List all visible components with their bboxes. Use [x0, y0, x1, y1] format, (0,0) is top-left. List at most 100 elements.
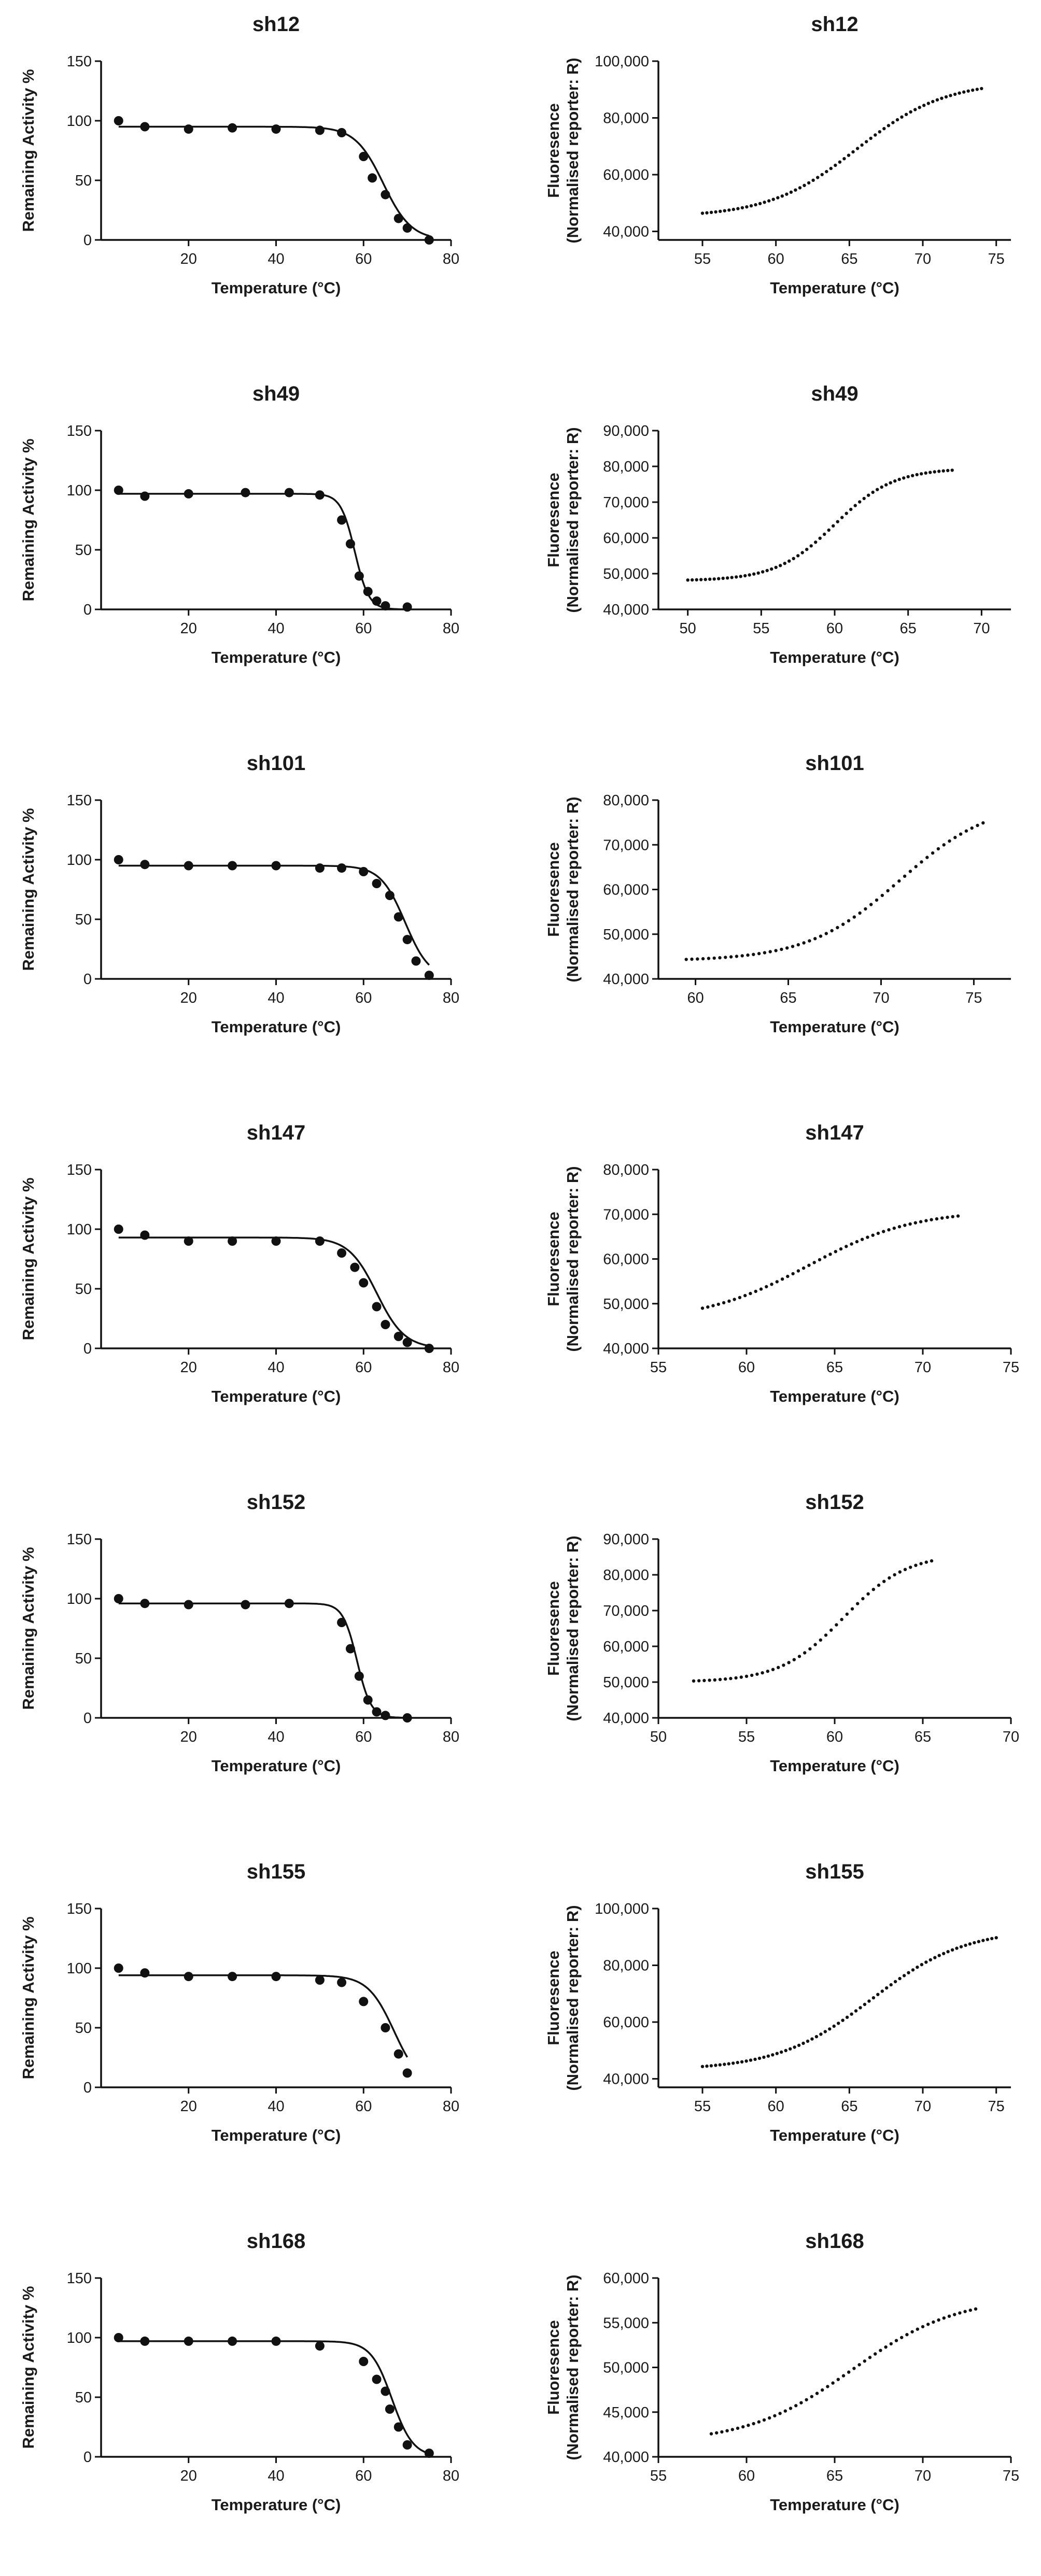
- curve-point: [862, 496, 866, 501]
- data-point: [345, 1644, 355, 1654]
- y-axis-label: Fluoresence: [544, 473, 562, 567]
- x-tick-label: 40: [268, 1729, 284, 1745]
- curve-point: [894, 2339, 898, 2342]
- y-axis-label-units: (Normalised reporter: R): [564, 1166, 582, 1351]
- x-tick-label: 40: [268, 620, 284, 637]
- curve-point: [876, 1231, 880, 1235]
- curve-point: [813, 937, 817, 941]
- curve-point: [782, 1663, 785, 1667]
- x-tick-label: 70: [1003, 1729, 1019, 1745]
- y-tick-label: 80,000: [603, 1958, 649, 1974]
- chart-title: sh147: [805, 1121, 864, 1144]
- curve-point: [867, 1999, 871, 2003]
- curve-point: [847, 153, 851, 157]
- curve-point: [856, 1602, 860, 1605]
- curve-point: [869, 903, 873, 906]
- y-tick-label: 80,000: [603, 459, 649, 475]
- data-point: [372, 879, 382, 888]
- curve-point: [908, 870, 912, 873]
- curve-point: [812, 1261, 816, 1264]
- curve-point: [744, 1674, 749, 1678]
- data-point: [337, 1977, 347, 1987]
- x-tick-label: 60: [738, 1359, 755, 1376]
- curve-point: [739, 575, 742, 578]
- sh49-activity-chart: sh49 0 50 100 150 20 40 60 80 Temperature (°C) Rem…: [19, 382, 459, 666]
- curve-point: [924, 1560, 929, 1564]
- curve-point: [824, 932, 828, 935]
- curve-point: [727, 2062, 730, 2066]
- curve-point: [741, 2425, 745, 2429]
- curve-point: [863, 2002, 867, 2006]
- y-tick-label: 100: [67, 1591, 92, 1607]
- curve-point: [708, 1678, 711, 1682]
- sh168-fluorescence-chart: sh168 40,000 45,000 50,000 55,000 60,000 55 60 6…: [544, 2230, 1019, 2514]
- y-tick-label: 0: [83, 971, 92, 988]
- curve-point: [840, 1618, 843, 1621]
- curve-point: [821, 2388, 824, 2392]
- chart-title: sh49: [252, 382, 300, 405]
- data-point: [184, 1600, 193, 1610]
- data-point: [271, 1236, 281, 1246]
- curve-point: [738, 1296, 742, 1300]
- curve-point: [783, 562, 786, 565]
- curve-point: [705, 211, 709, 215]
- curve-point: [895, 118, 899, 122]
- data-point: [114, 116, 123, 125]
- curve-point: [889, 2342, 893, 2346]
- fit-curve: [118, 1602, 407, 1719]
- data-point: [402, 1713, 412, 1723]
- x-tick-label: 80: [443, 251, 459, 267]
- curve-point: [937, 1954, 941, 1957]
- curve-point: [736, 2426, 740, 2430]
- curve-point: [959, 832, 963, 836]
- data-point: [337, 1618, 347, 1627]
- curve-point: [888, 1576, 891, 1580]
- curve-point: [811, 178, 815, 182]
- curve-point: [841, 2018, 845, 2022]
- data-point: [393, 912, 403, 922]
- x-axis-label: Temperature (°C): [212, 279, 341, 297]
- data-point: [140, 491, 150, 501]
- curve-point: [941, 469, 945, 473]
- y-axis-label: Fluoresence: [544, 842, 562, 937]
- y-tick-label: 55,000: [603, 2315, 649, 2331]
- curve-point: [921, 2325, 925, 2329]
- curve-point: [926, 2323, 930, 2326]
- curve-point: [970, 826, 974, 830]
- curve-point: [850, 1607, 854, 1611]
- y-tick-label: 60,000: [603, 167, 649, 183]
- data-point: [271, 1972, 281, 1982]
- curve-point: [838, 160, 842, 164]
- curve-point: [897, 1225, 902, 1229]
- y-tick-label: 45,000: [603, 2404, 649, 2421]
- y-tick-label: 150: [67, 792, 92, 809]
- curve-point: [807, 181, 811, 185]
- data-point: [315, 125, 325, 135]
- curve-point: [929, 471, 932, 474]
- curve-point: [916, 2327, 920, 2331]
- curve-point: [700, 1306, 705, 1310]
- data-point: [381, 1320, 390, 1329]
- curve-point: [845, 1612, 849, 1616]
- curve-point: [803, 1651, 807, 1655]
- curve-point: [871, 1588, 876, 1591]
- curve-point: [948, 839, 951, 843]
- x-tick-label: 60: [355, 2098, 372, 2115]
- curve-point: [707, 957, 711, 960]
- y-axis-label: Fluoresence: [544, 103, 562, 198]
- y-tick-label: 150: [67, 1531, 92, 1548]
- chart-title: sh152: [805, 1491, 864, 1514]
- curve-point: [973, 1941, 976, 1945]
- data-point: [284, 1599, 294, 1609]
- curve-point: [780, 194, 784, 198]
- curve-point: [994, 1936, 998, 1940]
- curve-point: [893, 1573, 896, 1577]
- curve-point: [768, 950, 772, 953]
- curve-point: [696, 957, 699, 961]
- x-axis-label: Temperature (°C): [212, 1387, 341, 1405]
- curve-point: [778, 2412, 782, 2415]
- x-tick-label: 55: [753, 620, 769, 637]
- x-axis-label: Temperature (°C): [770, 1018, 899, 1036]
- y-tick-label: 150: [67, 423, 92, 439]
- y-axis-label: Remaining Activity %: [19, 1547, 37, 1710]
